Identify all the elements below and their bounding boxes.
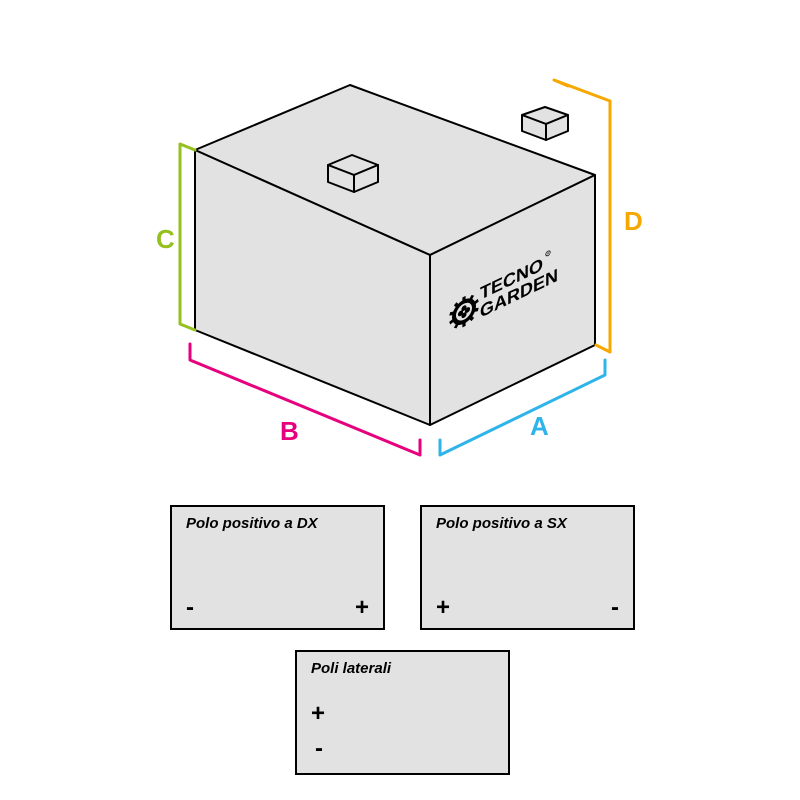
panel-sx-right-sign: - <box>611 594 619 622</box>
panel-sx-left-sign: + <box>436 594 450 622</box>
panel-dx-left-sign: - <box>186 594 194 622</box>
panel-dx-right-sign: + <box>355 594 369 622</box>
dimension-a-label: A <box>530 411 549 441</box>
panel-lat-title: Poli laterali <box>311 660 391 677</box>
dimension-d-label: D <box>624 206 643 236</box>
panel-polo-sx: Polo positivo a SX + - <box>420 505 635 630</box>
panel-dx-title: Polo positivo a DX <box>186 515 318 532</box>
panel-poli-laterali: Poli laterali + - <box>295 650 510 775</box>
dimension-c-label: C <box>156 224 175 254</box>
panel-lat-bottom-sign: - <box>315 735 323 763</box>
dimension-b-label: B <box>280 416 299 446</box>
dimension-c-bracket <box>180 144 195 330</box>
battery-terminal-far <box>522 107 568 140</box>
panel-polo-dx: Polo positivo a DX - + <box>170 505 385 630</box>
panel-sx-title: Polo positivo a SX <box>436 515 567 532</box>
battery-diagram: TECNO GARDEN R A B C D <box>0 0 800 500</box>
panel-lat-top-sign: + <box>311 700 325 728</box>
